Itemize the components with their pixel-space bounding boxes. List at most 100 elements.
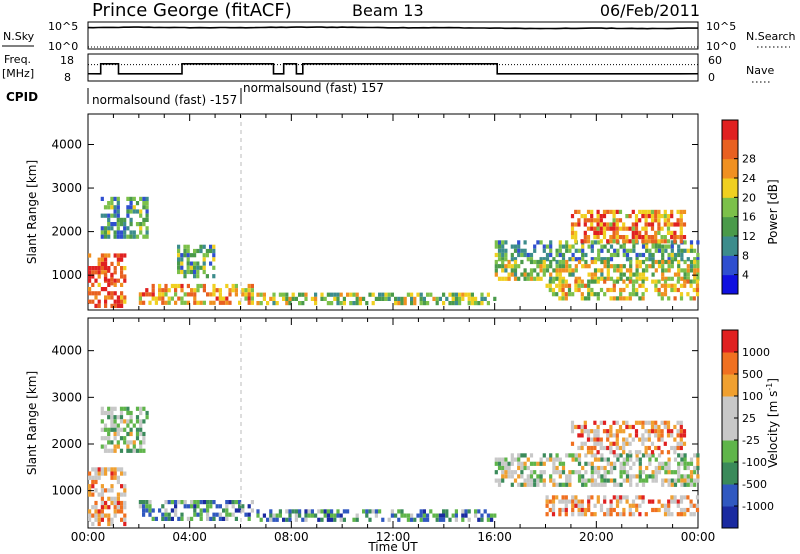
cpid-annotation-1: normalsound (fast) -157 — [92, 93, 237, 107]
data-cell — [574, 283, 578, 288]
data-cell — [174, 292, 178, 297]
data-cell — [139, 222, 143, 227]
data-cell — [632, 461, 636, 466]
data-cell — [209, 292, 213, 297]
data-cell — [603, 457, 607, 462]
data-cell — [683, 478, 687, 483]
data-cell — [110, 406, 114, 411]
data-cell — [692, 512, 696, 517]
data-cell — [650, 450, 655, 455]
data-cell — [651, 478, 655, 483]
data-cell — [272, 513, 276, 518]
data-cell — [599, 507, 604, 513]
data-cell — [193, 296, 197, 301]
data-cell — [551, 499, 556, 504]
data-cell — [638, 503, 642, 508]
data-cell — [616, 264, 620, 269]
data-cell — [336, 301, 340, 306]
data-cell — [603, 264, 607, 269]
data-cell — [432, 296, 436, 301]
data-cell — [574, 453, 578, 458]
data-cell — [689, 499, 693, 504]
data-cell — [645, 276, 649, 281]
data-cell — [186, 257, 190, 262]
data-cell — [142, 205, 146, 210]
data-cell — [549, 474, 553, 479]
data-cell — [119, 222, 124, 227]
data-cell — [593, 272, 598, 277]
nsearch-tick-top: 10^5 — [706, 20, 736, 33]
data-cell — [654, 209, 658, 214]
data-cell — [510, 244, 514, 249]
data-cell — [542, 461, 546, 466]
data-cell — [650, 218, 655, 223]
data-cell — [151, 508, 155, 513]
power-data-cells — [88, 196, 700, 308]
data-cell — [206, 512, 210, 517]
data-cell — [250, 296, 254, 301]
data-cell — [129, 230, 133, 235]
data-cell — [574, 230, 578, 235]
data-cell — [225, 296, 229, 301]
data-cell — [571, 499, 575, 504]
data-cell — [225, 300, 229, 305]
data-cell — [632, 248, 636, 253]
data-cell — [304, 517, 308, 522]
data-cell — [677, 474, 681, 479]
data-cell — [564, 495, 568, 500]
data-cell — [603, 292, 607, 297]
data-cell — [680, 257, 684, 262]
data-cell — [212, 292, 216, 297]
data-cell — [467, 517, 471, 522]
data-cell — [275, 513, 279, 518]
data-cell — [625, 268, 630, 273]
data-cell — [193, 512, 197, 517]
data-cell — [596, 429, 600, 434]
data-cell — [673, 424, 677, 430]
data-cell — [679, 209, 683, 214]
data-cell — [670, 429, 674, 434]
data-cell — [693, 276, 697, 281]
colorbar-swatch — [722, 255, 738, 276]
site-title: Prince George (fitACF) — [92, 0, 292, 21]
data-cell — [570, 420, 575, 425]
data-cell — [593, 257, 598, 262]
data-cell — [631, 209, 635, 214]
data-cell — [612, 230, 616, 235]
velocity-colorbar-label-close: ] — [766, 378, 780, 383]
data-cell — [113, 496, 117, 501]
data-cell — [561, 283, 565, 288]
data-cell — [186, 504, 190, 509]
data-cell — [190, 288, 194, 293]
data-cell — [673, 272, 678, 277]
data-cell — [689, 248, 694, 253]
data-cell — [100, 467, 104, 472]
data-cell — [644, 209, 648, 214]
data-cell — [533, 482, 537, 487]
data-cell — [241, 508, 245, 513]
data-cell — [657, 445, 661, 451]
data-cell — [107, 282, 111, 287]
data-cell — [170, 508, 174, 513]
data-cell — [670, 478, 674, 483]
data-cell — [113, 303, 117, 308]
data-cell — [282, 517, 286, 522]
data-cell — [635, 503, 639, 508]
nsearch-label: N.Search — [746, 30, 796, 43]
nsearch-tick-bottom: 10^0 — [706, 40, 736, 53]
data-cell — [228, 292, 232, 297]
data-cell — [196, 500, 200, 505]
data-cell — [419, 509, 423, 514]
data-cell — [467, 292, 471, 297]
data-cell — [231, 500, 235, 505]
data-cell — [94, 488, 98, 493]
data-cell — [116, 295, 120, 300]
data-cell — [145, 226, 149, 231]
data-cell — [590, 248, 594, 253]
data-cell — [602, 420, 607, 425]
data-cell — [116, 444, 120, 449]
data-cell — [676, 433, 680, 438]
data-cell — [167, 516, 171, 521]
data-cell — [634, 214, 639, 219]
data-cell — [189, 253, 193, 258]
